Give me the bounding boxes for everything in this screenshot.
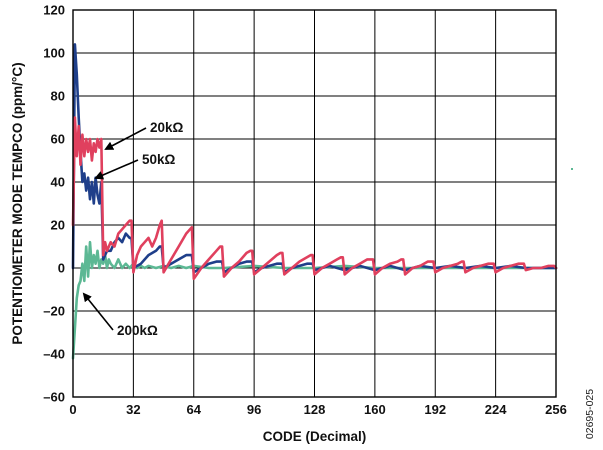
plot-border xyxy=(72,9,557,398)
y-tick-label: –20 xyxy=(43,304,65,319)
plot-frame xyxy=(72,9,573,398)
y-axis-title: POTENTIOMETER MODE TEMPCO (ppm/°C) xyxy=(10,62,25,344)
y-tick-label: –60 xyxy=(43,390,65,405)
x-tick-label: 224 xyxy=(485,402,507,417)
y-tick-label: 0 xyxy=(58,261,65,276)
tick-labels: 0 32 64 96 128 160 192 224 256 120 100 80 60 40 20 0 –20… xyxy=(43,3,567,418)
series-line-20k xyxy=(71,116,558,281)
y-tick-label: 120 xyxy=(43,3,65,18)
figure-id: 02695-025 xyxy=(584,389,596,439)
x-axis-title: CODE (Decimal) xyxy=(263,429,367,444)
x-tick-label: 64 xyxy=(187,402,202,417)
y-tick-label: 60 xyxy=(51,132,65,147)
annotation-label: 200kΩ xyxy=(117,323,158,338)
grid xyxy=(72,9,557,398)
stray-mark xyxy=(571,168,573,170)
x-tick-label: 160 xyxy=(364,402,386,417)
x-tick-label: 32 xyxy=(126,402,140,417)
annotation-arrow xyxy=(82,292,114,331)
y-tick-label: 100 xyxy=(43,46,65,61)
annotations: 20kΩ 50kΩ 200kΩ xyxy=(82,120,184,338)
x-tick-label: 0 xyxy=(69,402,76,417)
series-line-200k xyxy=(71,240,558,360)
x-tick-label: 96 xyxy=(247,402,261,417)
x-tick-label: 192 xyxy=(424,402,446,417)
y-tick-label: 20 xyxy=(51,218,65,233)
y-tick-label: –40 xyxy=(43,347,65,362)
y-tick-label: 80 xyxy=(51,89,65,104)
annotation-arrow xyxy=(104,127,147,150)
y-tick-label: 40 xyxy=(51,175,65,190)
x-tick-label: 256 xyxy=(545,402,567,417)
x-tick-label: 128 xyxy=(304,402,326,417)
annotation-label: 50kΩ xyxy=(142,152,176,167)
annotation-label: 20kΩ xyxy=(150,120,184,135)
annotation-arrow xyxy=(94,159,139,180)
